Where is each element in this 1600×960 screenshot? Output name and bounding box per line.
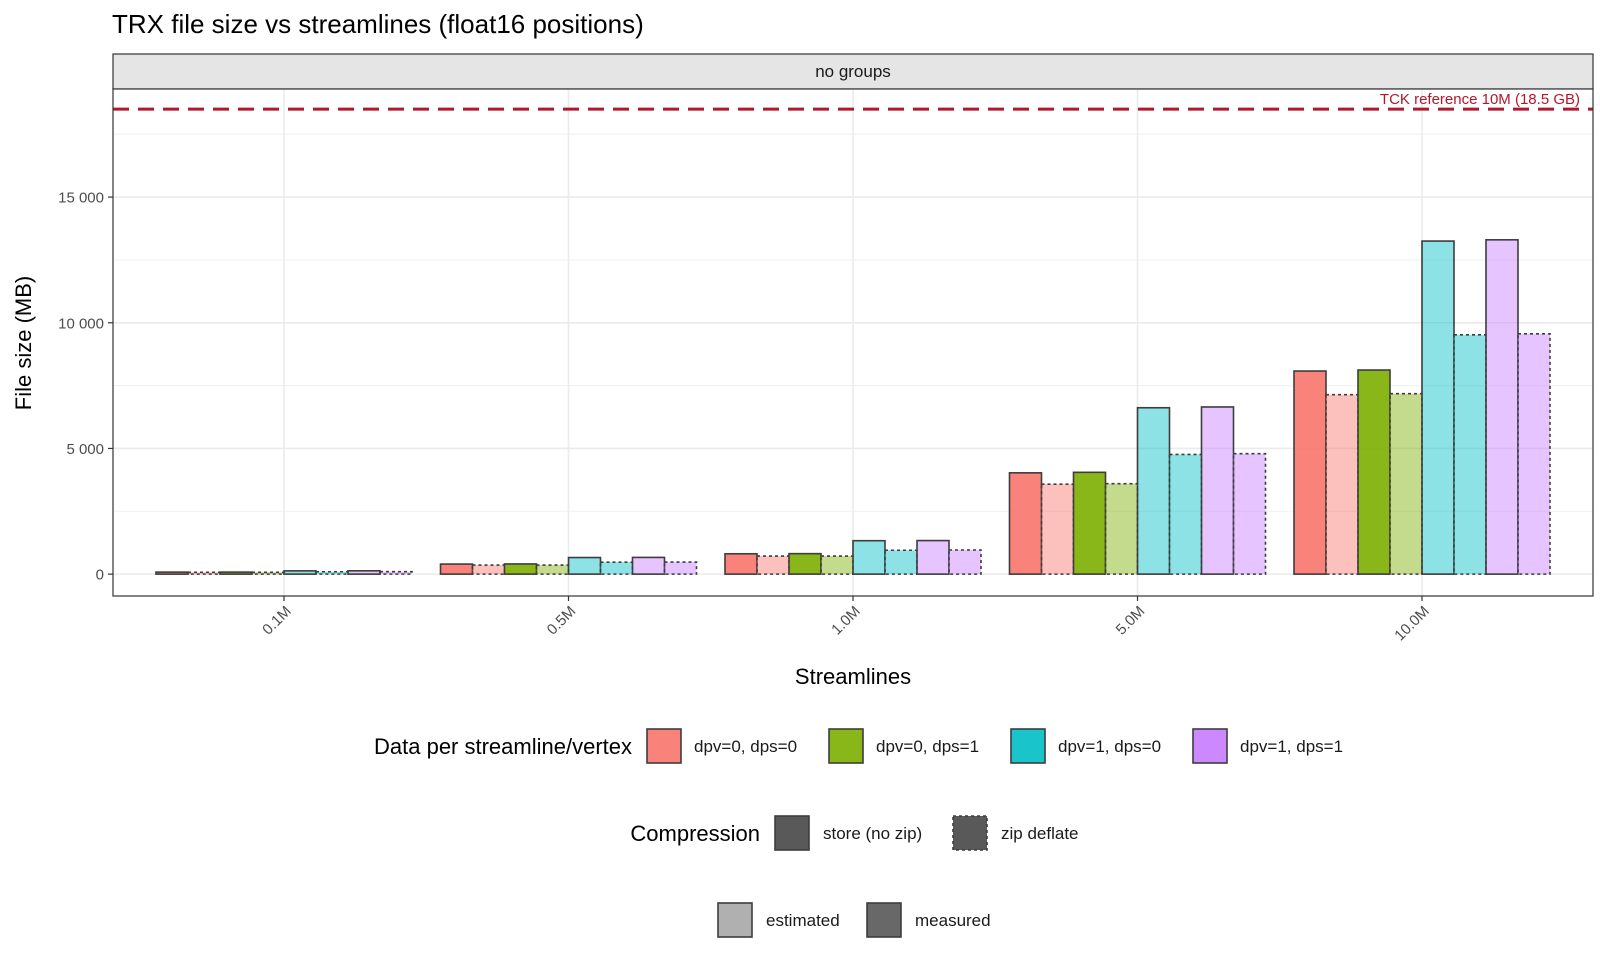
legend-key <box>774 815 810 851</box>
bar <box>567 556 602 575</box>
legend-fill-label: dpv=0, dps=1 <box>876 737 979 756</box>
x-tick-label: 0.5M <box>544 603 580 639</box>
x-axis-title: Streamlines <box>795 664 911 689</box>
bar <box>788 552 822 575</box>
legend-key <box>952 815 988 851</box>
x-tick-label: 5.0M <box>1113 603 1149 639</box>
bar <box>1421 240 1455 575</box>
legend-fill-label: dpv=0, dps=0 <box>694 737 797 756</box>
bar <box>439 563 474 575</box>
legend-key <box>717 902 753 938</box>
x-tick-label: 10.0M <box>1391 603 1433 645</box>
bar <box>631 556 666 575</box>
legend-key <box>828 728 864 764</box>
y-axis-title: File size (MB) <box>11 276 36 410</box>
bar <box>471 564 506 575</box>
bar <box>1104 482 1139 575</box>
legend-key <box>866 902 902 938</box>
legend-compression-label: store (no zip) <box>823 824 922 843</box>
bar <box>251 571 285 575</box>
legend-fill-title: Data per streamline/vertex <box>374 734 632 759</box>
legend-status-label: measured <box>915 911 991 930</box>
reference-line: TCK reference 10M (18.5 GB) <box>113 91 1593 111</box>
x-tick-label: 1.0M <box>828 603 864 639</box>
bar <box>1453 334 1487 575</box>
bar <box>1072 471 1107 575</box>
bar <box>1293 370 1327 575</box>
x-axis: 0.1M 0.5M 1.0M 5.0M 10.0M <box>259 596 1433 644</box>
bar <box>948 549 982 575</box>
bar <box>852 539 886 575</box>
legend-status-label: estimated <box>766 911 840 930</box>
bar <box>820 555 854 575</box>
bar <box>1357 369 1391 575</box>
x-tick-label: 0.1M <box>259 603 295 639</box>
bar <box>884 549 918 575</box>
y-tick-label: 5 000 <box>66 441 104 458</box>
bar <box>1200 406 1235 575</box>
legend-fill-label: dpv=1, dps=1 <box>1240 737 1343 756</box>
bar <box>663 561 698 575</box>
bar <box>756 555 790 575</box>
bar <box>1485 239 1519 575</box>
legend-compression-title: Compression <box>630 821 760 846</box>
bar <box>347 570 381 575</box>
legend-key <box>1010 728 1046 764</box>
bar <box>315 570 349 575</box>
bar <box>724 552 758 575</box>
bars <box>155 239 1551 575</box>
bar <box>503 563 538 575</box>
bar <box>1517 333 1551 575</box>
grid-major <box>113 89 1593 596</box>
legend-fill-label: dpv=1, dps=0 <box>1058 737 1161 756</box>
reference-line-label: TCK reference 10M (18.5 GB) <box>1380 91 1580 108</box>
bar <box>1325 393 1359 575</box>
bar <box>379 570 413 575</box>
legend-status: estimated measured <box>717 902 991 938</box>
bar <box>599 561 634 575</box>
legend-compression: Compression store (no zip) zip deflate <box>630 815 1079 851</box>
bar <box>535 564 570 575</box>
y-tick-label: 10 000 <box>58 315 104 332</box>
facet-strip <box>112 53 1594 90</box>
legend-fill: Data per streamline/vertex dpv=0, dps=0 dp… <box>374 728 1343 764</box>
facet-label: no groups <box>815 62 891 81</box>
bar <box>1168 453 1203 575</box>
chart-title: TRX file size vs streamlines (float16 po… <box>112 9 644 39</box>
bar <box>1389 392 1423 575</box>
bar <box>187 571 221 575</box>
y-axis: 0 5 000 10 000 15 000 <box>58 190 113 584</box>
bar <box>283 570 317 575</box>
legend-compression-label: zip deflate <box>1001 824 1079 843</box>
y-tick-label: 0 <box>96 567 104 584</box>
bar <box>1232 452 1267 575</box>
bar <box>1040 483 1075 575</box>
bar <box>916 539 950 575</box>
legend-key <box>1192 728 1228 764</box>
bar <box>1008 472 1043 575</box>
legend-key <box>646 728 682 764</box>
y-tick-label: 15 000 <box>58 190 104 207</box>
bar <box>1136 406 1171 575</box>
bar <box>155 571 189 575</box>
bar <box>219 571 253 575</box>
